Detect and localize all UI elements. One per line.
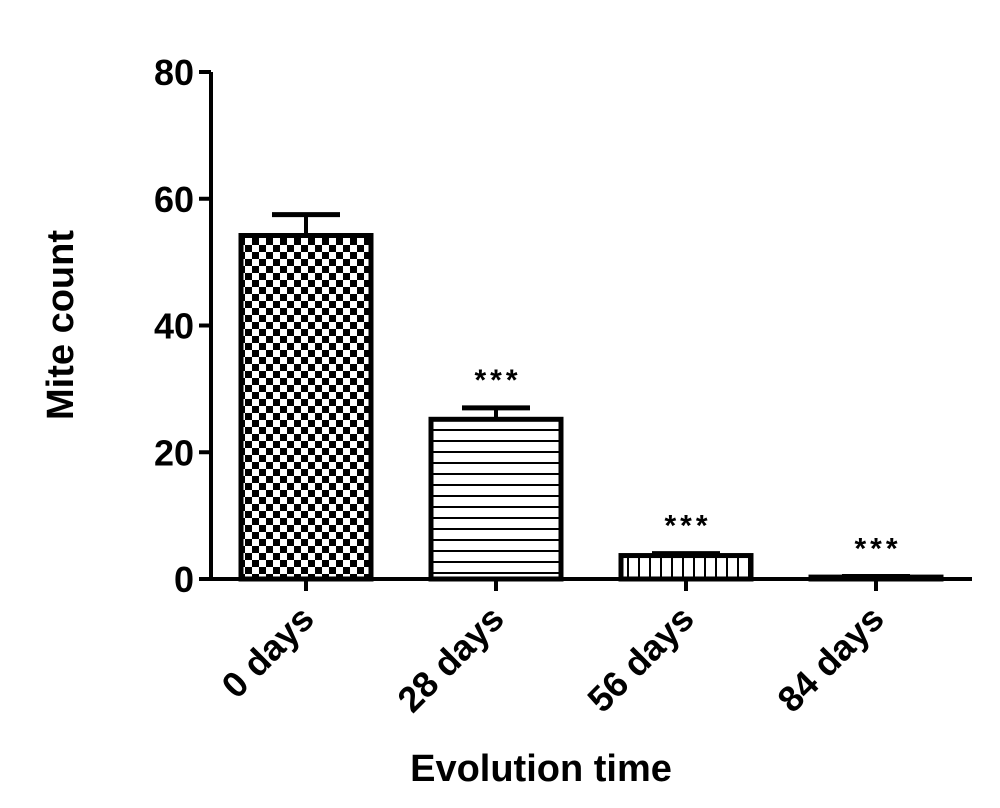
y-axis-title: Mite count: [40, 230, 82, 420]
bar-0-days: [238, 233, 374, 582]
significance-annotation: ***: [854, 532, 901, 565]
x-ticks: 0 days 28 days 56 days 84 days: [213, 579, 892, 720]
significance-annotation: ***: [474, 364, 521, 397]
y-tick-label: 80: [154, 52, 194, 93]
bar-56-days: [618, 553, 754, 582]
y-tick-label: 40: [154, 306, 194, 347]
y-tick-label: 20: [154, 432, 194, 473]
x-tick-label: 28 days: [389, 598, 511, 720]
significance-annotations: *** *** ***: [474, 364, 901, 566]
significance-annotation: ***: [664, 510, 711, 543]
y-tick-label: 0: [174, 559, 194, 600]
y-ticks: 0 20 40 60 80: [154, 52, 211, 600]
x-tick-label: 84 days: [769, 598, 891, 720]
y-tick-label: 60: [154, 179, 194, 220]
error-bars: [272, 212, 910, 579]
x-tick-label: 56 days: [579, 598, 701, 720]
x-tick-label: 0 days: [213, 598, 321, 706]
bar-28-days: [428, 416, 564, 582]
x-axis-title: Evolution time: [410, 748, 672, 790]
bars: [238, 233, 944, 582]
